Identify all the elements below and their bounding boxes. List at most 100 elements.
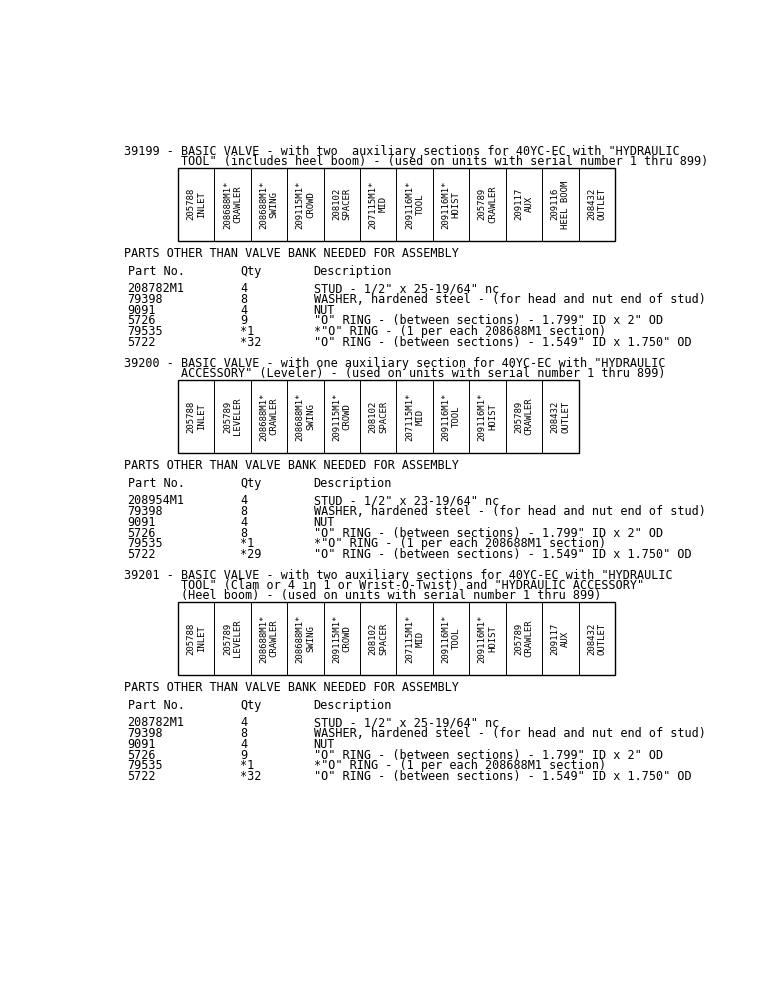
Text: TOOL" (includes heel boom) - (used on units with serial number 1 thru 899): TOOL" (includes heel boom) - (used on un… [124,155,708,168]
Text: 208782M1: 208782M1 [127,282,185,295]
Text: 208954M1: 208954M1 [127,494,185,507]
Text: 5722: 5722 [127,336,156,349]
Text: 209115M1*
CROWD: 209115M1* CROWD [332,614,351,663]
Text: Qty: Qty [240,477,261,490]
Text: 209115M1*
CROWD: 209115M1* CROWD [332,392,351,441]
Text: ACCESSORY" (Leveler) - (used on units with serial number 1 thru 899): ACCESSORY" (Leveler) - (used on units wi… [124,367,665,380]
Text: STUD - 1/2" x 25-19/64" nc: STUD - 1/2" x 25-19/64" nc [313,282,499,295]
Text: 209117
AUX: 209117 AUX [514,188,533,220]
Text: 209115M1*
CROWD: 209115M1* CROWD [296,180,315,229]
Text: 205789
CRAWLER: 205789 CRAWLER [478,186,497,223]
Text: 208688M1*
CRAWLER: 208688M1* CRAWLER [259,614,279,663]
Text: 9091: 9091 [127,304,156,317]
Text: *32: *32 [240,336,261,349]
Text: 4: 4 [240,494,247,507]
Text: 8: 8 [240,727,247,740]
Text: 9: 9 [240,749,247,762]
Text: 209116M1*
TOOL: 209116M1* TOOL [405,180,425,229]
Text: 39200 - BASIC VALVE - with one auxiliary section for 40YC-EC with "HYDRAULIC: 39200 - BASIC VALVE - with one auxiliary… [124,357,665,370]
Text: *32: *32 [240,770,261,783]
Text: 4: 4 [240,304,247,317]
Text: STUD - 1/2" x 25-19/64" nc: STUD - 1/2" x 25-19/64" nc [313,716,499,729]
Text: 209116M1*
HOIST: 209116M1* HOIST [442,180,461,229]
Text: (Heel boom) - (used on units with serial number 1 thru 899): (Heel boom) - (used on units with serial… [124,589,601,602]
Text: 8: 8 [240,293,247,306]
Text: 79398: 79398 [127,727,163,740]
Text: 208688M1*
SWING: 208688M1* SWING [296,392,315,441]
Text: *1: *1 [240,759,254,772]
Text: 5726: 5726 [127,527,156,540]
Text: Description: Description [313,265,392,278]
Text: "O" RING - (between sections) - 1.549" ID x 1.750" OD: "O" RING - (between sections) - 1.549" I… [313,548,691,561]
Text: Qty: Qty [240,265,261,278]
Text: 208102
SPACER: 208102 SPACER [332,188,351,220]
Text: 208688M1*
SWING: 208688M1* SWING [296,614,315,663]
Bar [178,380,578,453]
Text: 205789
LEVELER: 205789 LEVELER [223,398,242,435]
Text: 209116M1*
HOIST: 209116M1* HOIST [478,392,497,441]
Text: 8: 8 [240,527,247,540]
Text: "O" RING - (between sections) - 1.799" ID x 2" OD: "O" RING - (between sections) - 1.799" I… [313,314,662,327]
Text: 205789
CRAWLER: 205789 CRAWLER [514,620,533,657]
Text: "O" RING - (between sections) - 1.799" ID x 2" OD: "O" RING - (between sections) - 1.799" I… [313,749,662,762]
Text: *"O" RING - (1 per each 208688M1 section): *"O" RING - (1 per each 208688M1 section… [313,537,605,550]
Text: PARTS OTHER THAN VALVE BANK NEEDED FOR ASSEMBLY: PARTS OTHER THAN VALVE BANK NEEDED FOR A… [124,681,459,694]
Text: Part No.: Part No. [127,265,185,278]
Text: 205788
INLET: 205788 INLET [186,400,206,433]
Text: 79398: 79398 [127,505,163,518]
Text: 208432
OUTLET: 208432 OUTLET [587,188,607,220]
Text: STUD - 1/2" x 23-19/64" nc: STUD - 1/2" x 23-19/64" nc [313,494,499,507]
Text: *1: *1 [240,325,254,338]
Text: *29: *29 [240,548,261,561]
Text: 4: 4 [240,516,247,529]
Text: 79535: 79535 [127,759,163,772]
Text: 4: 4 [240,716,247,729]
Text: NUT: NUT [313,304,335,317]
Text: *1: *1 [240,537,254,550]
Text: 9: 9 [240,314,247,327]
Text: "O" RING - (between sections) - 1.799" ID x 2" OD: "O" RING - (between sections) - 1.799" I… [313,527,662,540]
Text: 208102
SPACER: 208102 SPACER [368,622,388,655]
Text: 205789
LEVELER: 205789 LEVELER [223,620,242,657]
Text: 5726: 5726 [127,749,156,762]
Text: 39199 - BASIC VALVE - with two  auxiliary sections for 40YC-EC with "HYDRAULIC: 39199 - BASIC VALVE - with two auxiliary… [124,145,679,158]
Text: 209116M1*
TOOL: 209116M1* TOOL [442,614,461,663]
Text: 205789
CRAWLER: 205789 CRAWLER [514,398,533,435]
Text: 205788
INLET: 205788 INLET [186,188,206,220]
Text: "O" RING - (between sections) - 1.549" ID x 1.750" OD: "O" RING - (between sections) - 1.549" I… [313,770,691,783]
Text: Part No.: Part No. [127,699,185,712]
Text: 208688M1*
SWING: 208688M1* SWING [259,180,279,229]
Text: 209116
HEEL BOOM: 209116 HEEL BOOM [550,180,570,229]
Text: 39201 - BASIC VALVE - with two auxiliary sections for 40YC-EC with "HYDRAULIC: 39201 - BASIC VALVE - with two auxiliary… [124,569,672,582]
Text: NUT: NUT [313,738,335,751]
Text: 208688M1*
CRAWLER: 208688M1* CRAWLER [223,180,242,229]
Text: 208102
SPACER: 208102 SPACER [368,400,388,433]
Text: 207115M1*
MID: 207115M1* MID [405,392,425,441]
Text: 209117
AUX: 209117 AUX [550,622,570,655]
Text: 209116M1*
TOOL: 209116M1* TOOL [442,392,461,441]
Text: 207115M1*
MID: 207115M1* MID [405,614,425,663]
Text: WASHER, hardened steel - (for head and nut end of stud): WASHER, hardened steel - (for head and n… [313,505,706,518]
Bar [178,168,615,241]
Text: Description: Description [313,699,392,712]
Text: NUT: NUT [313,516,335,529]
Text: 4: 4 [240,738,247,751]
Text: 8: 8 [240,505,247,518]
Text: 207115M1*
MID: 207115M1* MID [368,180,388,229]
Text: 5726: 5726 [127,314,156,327]
Text: 5722: 5722 [127,548,156,561]
Text: WASHER, hardened steel - (for head and nut end of stud): WASHER, hardened steel - (for head and n… [313,727,706,740]
Text: 209116M1*
HOIST: 209116M1* HOIST [478,614,497,663]
Text: 208782M1: 208782M1 [127,716,185,729]
Text: 208432
OUTLET: 208432 OUTLET [587,622,607,655]
Text: 9091: 9091 [127,738,156,751]
Text: *"O" RING - (1 per each 208688M1 section): *"O" RING - (1 per each 208688M1 section… [313,759,605,772]
Text: 5722: 5722 [127,770,156,783]
Text: Qty: Qty [240,699,261,712]
Text: PARTS OTHER THAN VALVE BANK NEEDED FOR ASSEMBLY: PARTS OTHER THAN VALVE BANK NEEDED FOR A… [124,459,459,472]
Text: 79535: 79535 [127,325,163,338]
Text: Description: Description [313,477,392,490]
Text: TOOL" (Clam or 4 in 1 or Wrist-O-Twist) and "HYDRAULIC ACCESSORY": TOOL" (Clam or 4 in 1 or Wrist-O-Twist) … [124,579,644,592]
Text: 208432
OUTLET: 208432 OUTLET [550,400,570,433]
Text: 79535: 79535 [127,537,163,550]
